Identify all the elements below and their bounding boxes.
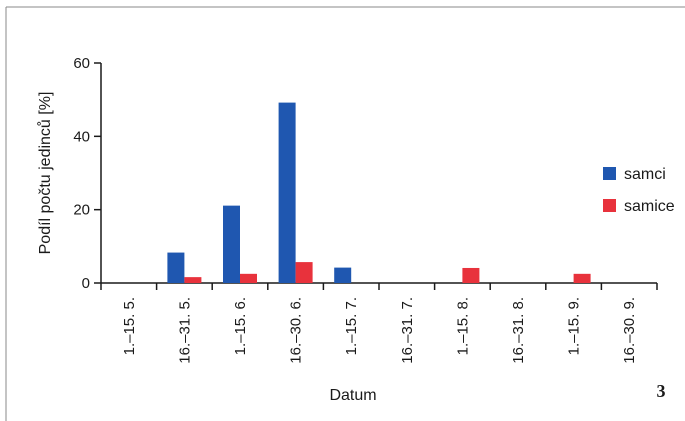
x-tick-label: 1.–15. 8. (454, 297, 471, 355)
y-tick-label: 0 (82, 275, 90, 292)
bar-samice (295, 262, 313, 283)
bar-samci (167, 252, 185, 283)
bar-samice (462, 267, 480, 283)
bar-samci (334, 267, 352, 283)
x-axis: 1.–15. 5. 16.–31. 5. 1.–15. 6. 16.–30. 6. 1.… (100, 282, 658, 364)
x-tick-label: 16.–30. 6. (288, 297, 305, 364)
x-tick-label: 1.–15. 7. (343, 297, 360, 355)
legend-label-samice: samice (624, 198, 675, 215)
legend-label-samci: samci (624, 166, 666, 183)
figure-number: 3 (657, 381, 666, 401)
y-tick-label: 60 (73, 55, 90, 72)
x-tick-label: 16.–30. 9. (621, 297, 638, 364)
x-tick-label: 1.–15. 9. (566, 297, 583, 355)
y-axis-title: Podíl počtu jedinců [%] (36, 92, 54, 255)
x-tick-label: 1.–15. 6. (232, 297, 249, 355)
y-axis: 0 20 40 60 (73, 55, 102, 292)
bars (167, 102, 591, 283)
bar-samci (223, 205, 240, 283)
x-tick-label: 16.–31. 8. (510, 297, 527, 364)
y-tick-label: 40 (73, 128, 90, 145)
x-tick-label: 1.–15. 5. (121, 297, 138, 355)
legend: samci samice (603, 166, 675, 215)
x-tick-label: 16.–31. 7. (399, 297, 416, 364)
legend-swatch-samice (603, 199, 616, 212)
bar-samice (573, 273, 591, 283)
x-tick-label: 16.–31. 5. (176, 297, 193, 364)
bar-samice (240, 273, 257, 283)
y-tick-label: 20 (73, 202, 90, 219)
bar-samci (278, 102, 296, 283)
legend-swatch-samci (603, 167, 616, 180)
x-axis-title: Datum (329, 387, 376, 404)
bar-samice (184, 277, 202, 283)
